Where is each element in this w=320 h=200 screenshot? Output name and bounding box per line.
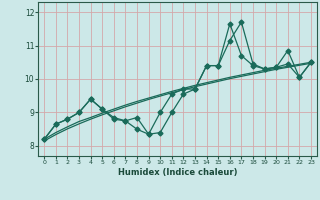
X-axis label: Humidex (Indice chaleur): Humidex (Indice chaleur)	[118, 168, 237, 177]
